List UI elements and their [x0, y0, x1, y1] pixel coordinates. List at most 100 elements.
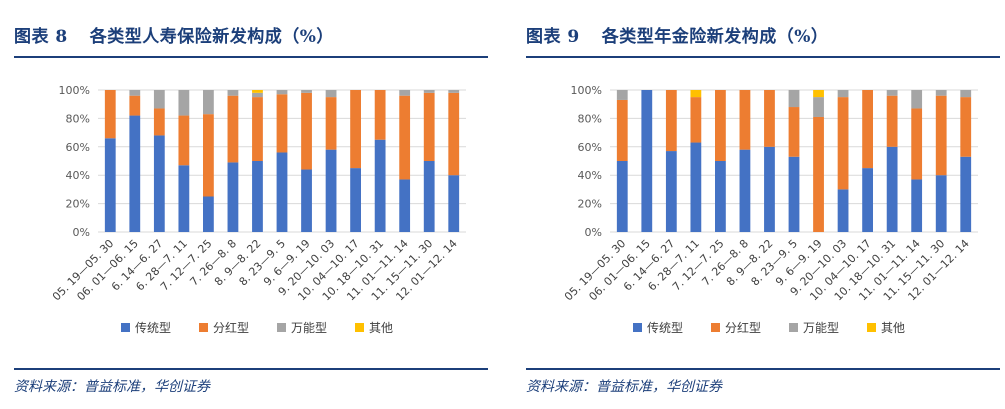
bar-segment — [960, 156, 972, 232]
bar-segment — [301, 92, 312, 170]
bottom-rule — [14, 368, 488, 370]
bar-segment — [203, 114, 214, 197]
bar-segment — [399, 95, 411, 180]
bar-segment — [690, 142, 702, 232]
legend-swatch — [867, 323, 876, 332]
legend-swatch — [199, 323, 208, 332]
legend-swatch — [277, 323, 286, 332]
bar-segment — [837, 97, 849, 190]
figure-title: 图表 9 各类型年金险新发构成（%） — [526, 22, 828, 47]
y-tick-label: 100% — [571, 84, 602, 97]
bar-segment — [886, 90, 898, 96]
y-tick-label: 20% — [578, 198, 602, 211]
bar-segment — [960, 90, 972, 98]
bar-segment — [641, 90, 653, 232]
legend-label: 分红型 — [725, 320, 761, 335]
bar-segment — [448, 175, 460, 232]
bar-segment — [178, 115, 190, 166]
bar-segment — [325, 149, 337, 232]
bar-segment — [178, 165, 190, 232]
y-tick-label: 40% — [578, 169, 602, 182]
figure-title: 图表 8 各类型人寿保险新发构成（%） — [14, 22, 334, 47]
figure-9: 图表 9 各类型年金险新发构成（%） 0% 20% 40% 60% 80% 100% 05. … — [512, 0, 1002, 409]
bar-segment — [739, 90, 751, 150]
bar-segment — [813, 116, 824, 232]
y-tick-label: 0% — [73, 226, 90, 239]
bar-segment — [276, 90, 288, 95]
bar-segment — [252, 90, 263, 93]
bar-segment — [935, 95, 947, 176]
bar-segment — [301, 169, 312, 232]
bar-segment — [960, 97, 972, 157]
bar-segment — [129, 95, 141, 116]
bar-segment — [862, 168, 873, 232]
figure-label: 图表 8 — [14, 27, 68, 47]
bar-segment — [616, 99, 628, 161]
bar-segment — [616, 90, 628, 100]
bar-segment — [276, 152, 288, 232]
y-tick-label: 60% — [578, 141, 602, 154]
bar-segment — [837, 90, 849, 98]
legend-swatch — [633, 323, 642, 332]
bar-segment — [448, 90, 460, 93]
bar-segment — [862, 90, 873, 169]
y-tick-label: 100% — [59, 84, 90, 97]
bar-segment — [252, 97, 263, 161]
bar-segment — [129, 90, 141, 96]
legend-swatch — [789, 323, 798, 332]
figure-label: 图表 9 — [526, 27, 580, 47]
figure-8: 图表 8 各类型人寿保险新发构成（%） 0% 20% 40% 60% 80% 100% 05.… — [0, 0, 490, 409]
bar-segment — [935, 90, 947, 96]
legend-swatch — [355, 323, 364, 332]
legend-label: 万能型 — [291, 321, 327, 335]
bar-segment — [104, 90, 116, 139]
bar-segment — [252, 92, 263, 98]
bar-segment — [325, 97, 337, 150]
bar-segment — [665, 90, 677, 152]
source-note: 资料来源：普益标准，华创证券 — [14, 379, 210, 395]
y-tick-label: 40% — [66, 169, 90, 182]
bar-segment — [886, 95, 898, 147]
legend-label: 其他 — [881, 321, 905, 335]
legend-label: 其他 — [369, 321, 393, 335]
bar-segment — [935, 175, 947, 232]
bar-segment — [399, 90, 411, 96]
bar-segment — [788, 90, 800, 108]
bar-segment — [690, 97, 702, 143]
bottom-rule — [526, 368, 1000, 370]
figure-title-text: 各类型人寿保险新发构成（%） — [89, 27, 334, 47]
figure-title-text: 各类型年金险新发构成（%） — [601, 27, 829, 47]
bar-segment — [252, 161, 263, 232]
bar-segment — [813, 90, 824, 98]
bar-segment — [227, 162, 239, 232]
bar-segment — [399, 179, 411, 232]
bar-segment — [690, 90, 702, 98]
bar-segment — [715, 161, 726, 232]
bar-segment — [813, 97, 824, 117]
bar-segment — [374, 139, 386, 232]
bar-segment — [886, 146, 898, 232]
legend-label: 传统型 — [135, 320, 171, 335]
legend-swatch — [121, 323, 130, 332]
title-rule — [526, 56, 1000, 58]
bar-segment — [153, 108, 165, 136]
bar-segment — [203, 90, 214, 115]
bar-segment — [276, 94, 288, 153]
bar-segment — [911, 179, 923, 232]
bar-segment — [665, 151, 677, 232]
legend-label: 分红型 — [213, 320, 249, 335]
bar-segment — [153, 135, 165, 232]
bar-segment — [739, 149, 751, 232]
y-tick-label: 0% — [585, 226, 602, 239]
bar-segment — [301, 90, 312, 93]
y-tick-label: 80% — [578, 112, 602, 125]
bar-segment — [423, 90, 435, 93]
legend-label: 传统型 — [647, 320, 683, 335]
bar-segment — [715, 90, 726, 161]
bar-segment — [104, 138, 116, 232]
bar-segment — [129, 115, 141, 232]
legend-swatch — [711, 323, 720, 332]
bar-segment — [616, 161, 628, 232]
